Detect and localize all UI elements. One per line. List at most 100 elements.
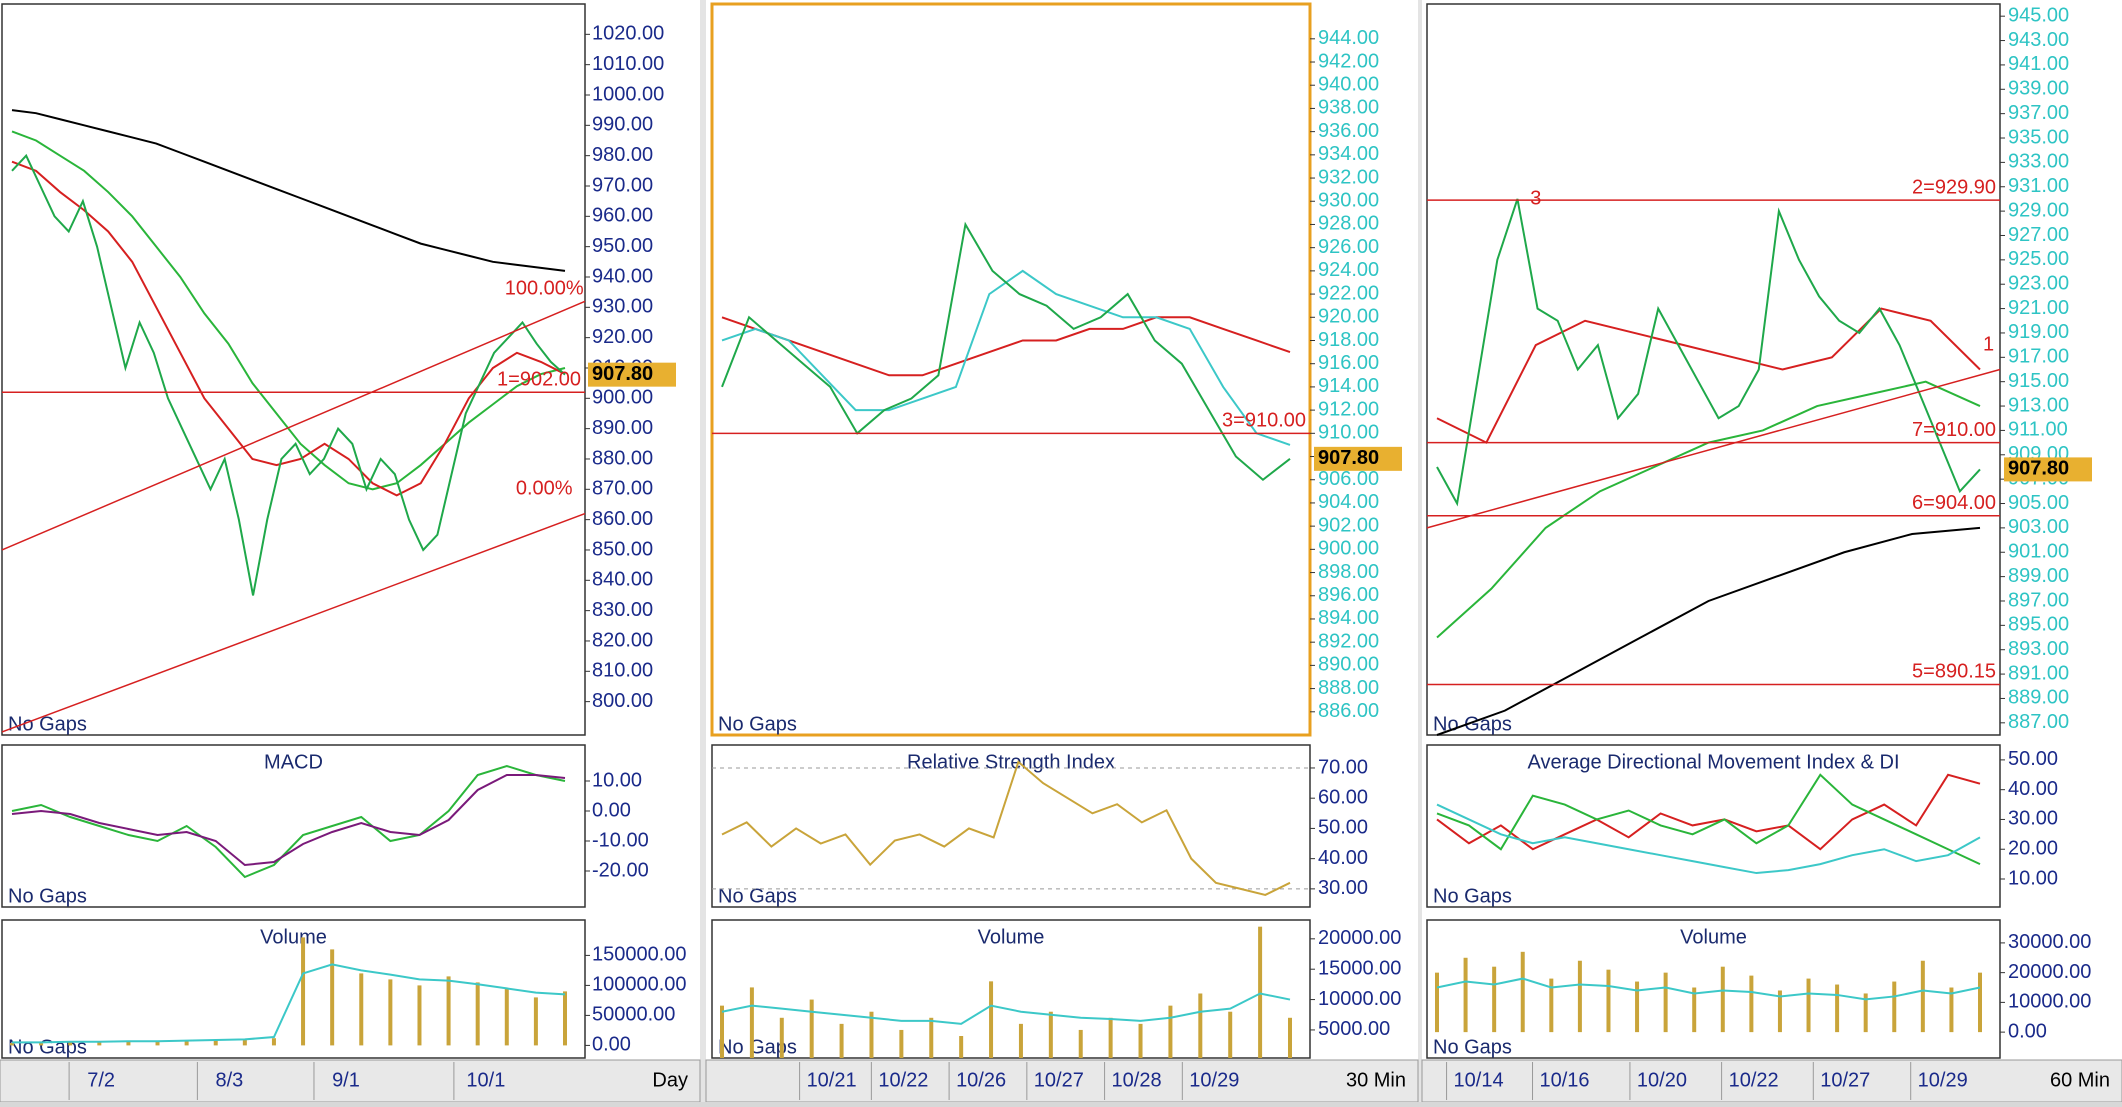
y-tick-label: 918.00: [1318, 329, 1379, 351]
volume-bar: [126, 1041, 131, 1046]
y-tick-label: 20.00: [2008, 838, 2058, 860]
gap-label: No Gaps: [8, 1036, 87, 1058]
last-price-box: [1314, 446, 1402, 471]
last-price: 907.80: [1318, 447, 1379, 469]
y-tick-label: 70.00: [1318, 756, 1368, 778]
volume-bar: [1520, 951, 1525, 1033]
x-tick-label: 10/20: [1637, 1069, 1687, 1091]
series-line: [11, 153, 566, 596]
y-tick-label: 1010.00: [592, 53, 664, 75]
y-tick-label: 891.00: [2008, 662, 2069, 684]
plot-frame: [1, 919, 586, 1059]
volume-bar: [359, 973, 364, 1046]
y-tick-label: 937.00: [2008, 102, 2069, 124]
series-line: [721, 221, 1291, 482]
plot-frame: [1, 3, 586, 736]
volume-bar: [899, 1029, 904, 1058]
y-tick-label: 900.00: [592, 387, 653, 409]
x-tick-label: 10/27: [1034, 1069, 1084, 1091]
y-tick-label: 990.00: [592, 114, 653, 136]
y-tick-label: 906.00: [1318, 468, 1379, 490]
y-tick-label: -20.00: [592, 859, 649, 881]
level-label: 3=910.00: [1222, 410, 1306, 432]
y-tick-label: 880.00: [592, 447, 653, 469]
volume-bar: [1168, 1005, 1173, 1058]
x-tick-label: 10/21: [807, 1069, 857, 1091]
annotation: 1: [1983, 334, 1994, 356]
subchart-title: Volume: [978, 926, 1045, 948]
series-line: [1436, 526, 1981, 736]
series-line: [11, 109, 566, 272]
volume-bar: [1549, 978, 1554, 1033]
y-tick-label: 928.00: [1318, 213, 1379, 235]
y-tick-label: 943.00: [2008, 29, 2069, 51]
gap-label: No Gaps: [8, 885, 87, 907]
timeframe: Day: [652, 1069, 688, 1091]
series-line: [1436, 307, 1981, 444]
gap-label: No Gaps: [718, 1036, 797, 1058]
volume-bar: [869, 1011, 874, 1058]
x-tick-label: 10/22: [878, 1069, 928, 1091]
gap-label: No Gaps: [8, 713, 87, 735]
level-label: 2=929.90: [1912, 176, 1996, 198]
y-tick-label: 903.00: [2008, 516, 2069, 538]
annotation: 0.00%: [516, 478, 573, 500]
volume-bar: [330, 949, 335, 1046]
y-tick-label: 870.00: [592, 478, 653, 500]
date-axis: [705, 1059, 1419, 1103]
y-tick-label: 10000.00: [1318, 988, 1401, 1010]
volume-bar: [1692, 987, 1697, 1033]
series-line: [1436, 977, 1981, 1001]
volume-bar: [779, 1017, 784, 1058]
y-tick-label: 30.00: [2008, 808, 2058, 830]
annotation: 3: [1530, 187, 1541, 209]
y-tick-label: 927.00: [2008, 224, 2069, 246]
y-tick-label: 915.00: [2008, 370, 2069, 392]
y-tick-label: 925.00: [2008, 248, 2069, 270]
trend-line: [1426, 368, 2001, 529]
y-tick-label: 920.00: [1318, 306, 1379, 328]
y-tick-label: 913.00: [2008, 394, 2069, 416]
series-line: [12, 963, 566, 1044]
y-tick-label: 820.00: [592, 629, 653, 651]
volume-bar: [1078, 1029, 1083, 1058]
y-tick-label: 970.00: [592, 174, 653, 196]
timeframe: 30 Min: [1346, 1069, 1406, 1091]
plot-frame: [710, 2, 1312, 737]
x-tick-label: 10/26: [956, 1069, 1006, 1091]
subchart-title: Volume: [1680, 926, 1747, 948]
subchart-title: Relative Strength Index: [907, 751, 1115, 773]
y-tick-label: 5000.00: [1318, 1018, 1390, 1040]
volume-bar: [809, 999, 814, 1058]
y-tick-label: 810.00: [592, 660, 653, 682]
series-line: [11, 774, 566, 867]
y-tick-label: 901.00: [2008, 541, 2069, 563]
y-tick-label: 895.00: [2008, 614, 2069, 636]
y-tick-label: 897.00: [2008, 589, 2069, 611]
volume-bar: [839, 1023, 844, 1058]
y-tick-label: 916.00: [1318, 352, 1379, 374]
volume-bar: [1606, 969, 1611, 1033]
subchart-title: Volume: [260, 926, 327, 948]
x-tick-label: 10/16: [1539, 1069, 1589, 1091]
volume-bar: [1138, 1023, 1143, 1058]
y-tick-label: 10.00: [592, 769, 642, 791]
y-tick-label: 905.00: [2008, 492, 2069, 514]
y-tick-label: 934.00: [1318, 143, 1379, 165]
y-tick-label: 900.00: [1318, 538, 1379, 560]
y-tick-label: 935.00: [2008, 126, 2069, 148]
last-price: 907.80: [592, 363, 653, 385]
y-tick-label: 924.00: [1318, 259, 1379, 281]
y-tick-label: 10.00: [2008, 867, 2058, 889]
volume-bar: [1288, 1017, 1292, 1058]
y-tick-label: 941.00: [2008, 53, 2069, 75]
y-tick-label: 932.00: [1318, 166, 1379, 188]
y-tick-label: 830.00: [592, 599, 653, 621]
volume-bar: [1258, 926, 1263, 1058]
plot-frame: [711, 744, 1311, 908]
level-label: 5=890.15: [1912, 661, 1996, 683]
y-tick-label: 939.00: [2008, 78, 2069, 100]
volume-bar: [1863, 993, 1868, 1033]
